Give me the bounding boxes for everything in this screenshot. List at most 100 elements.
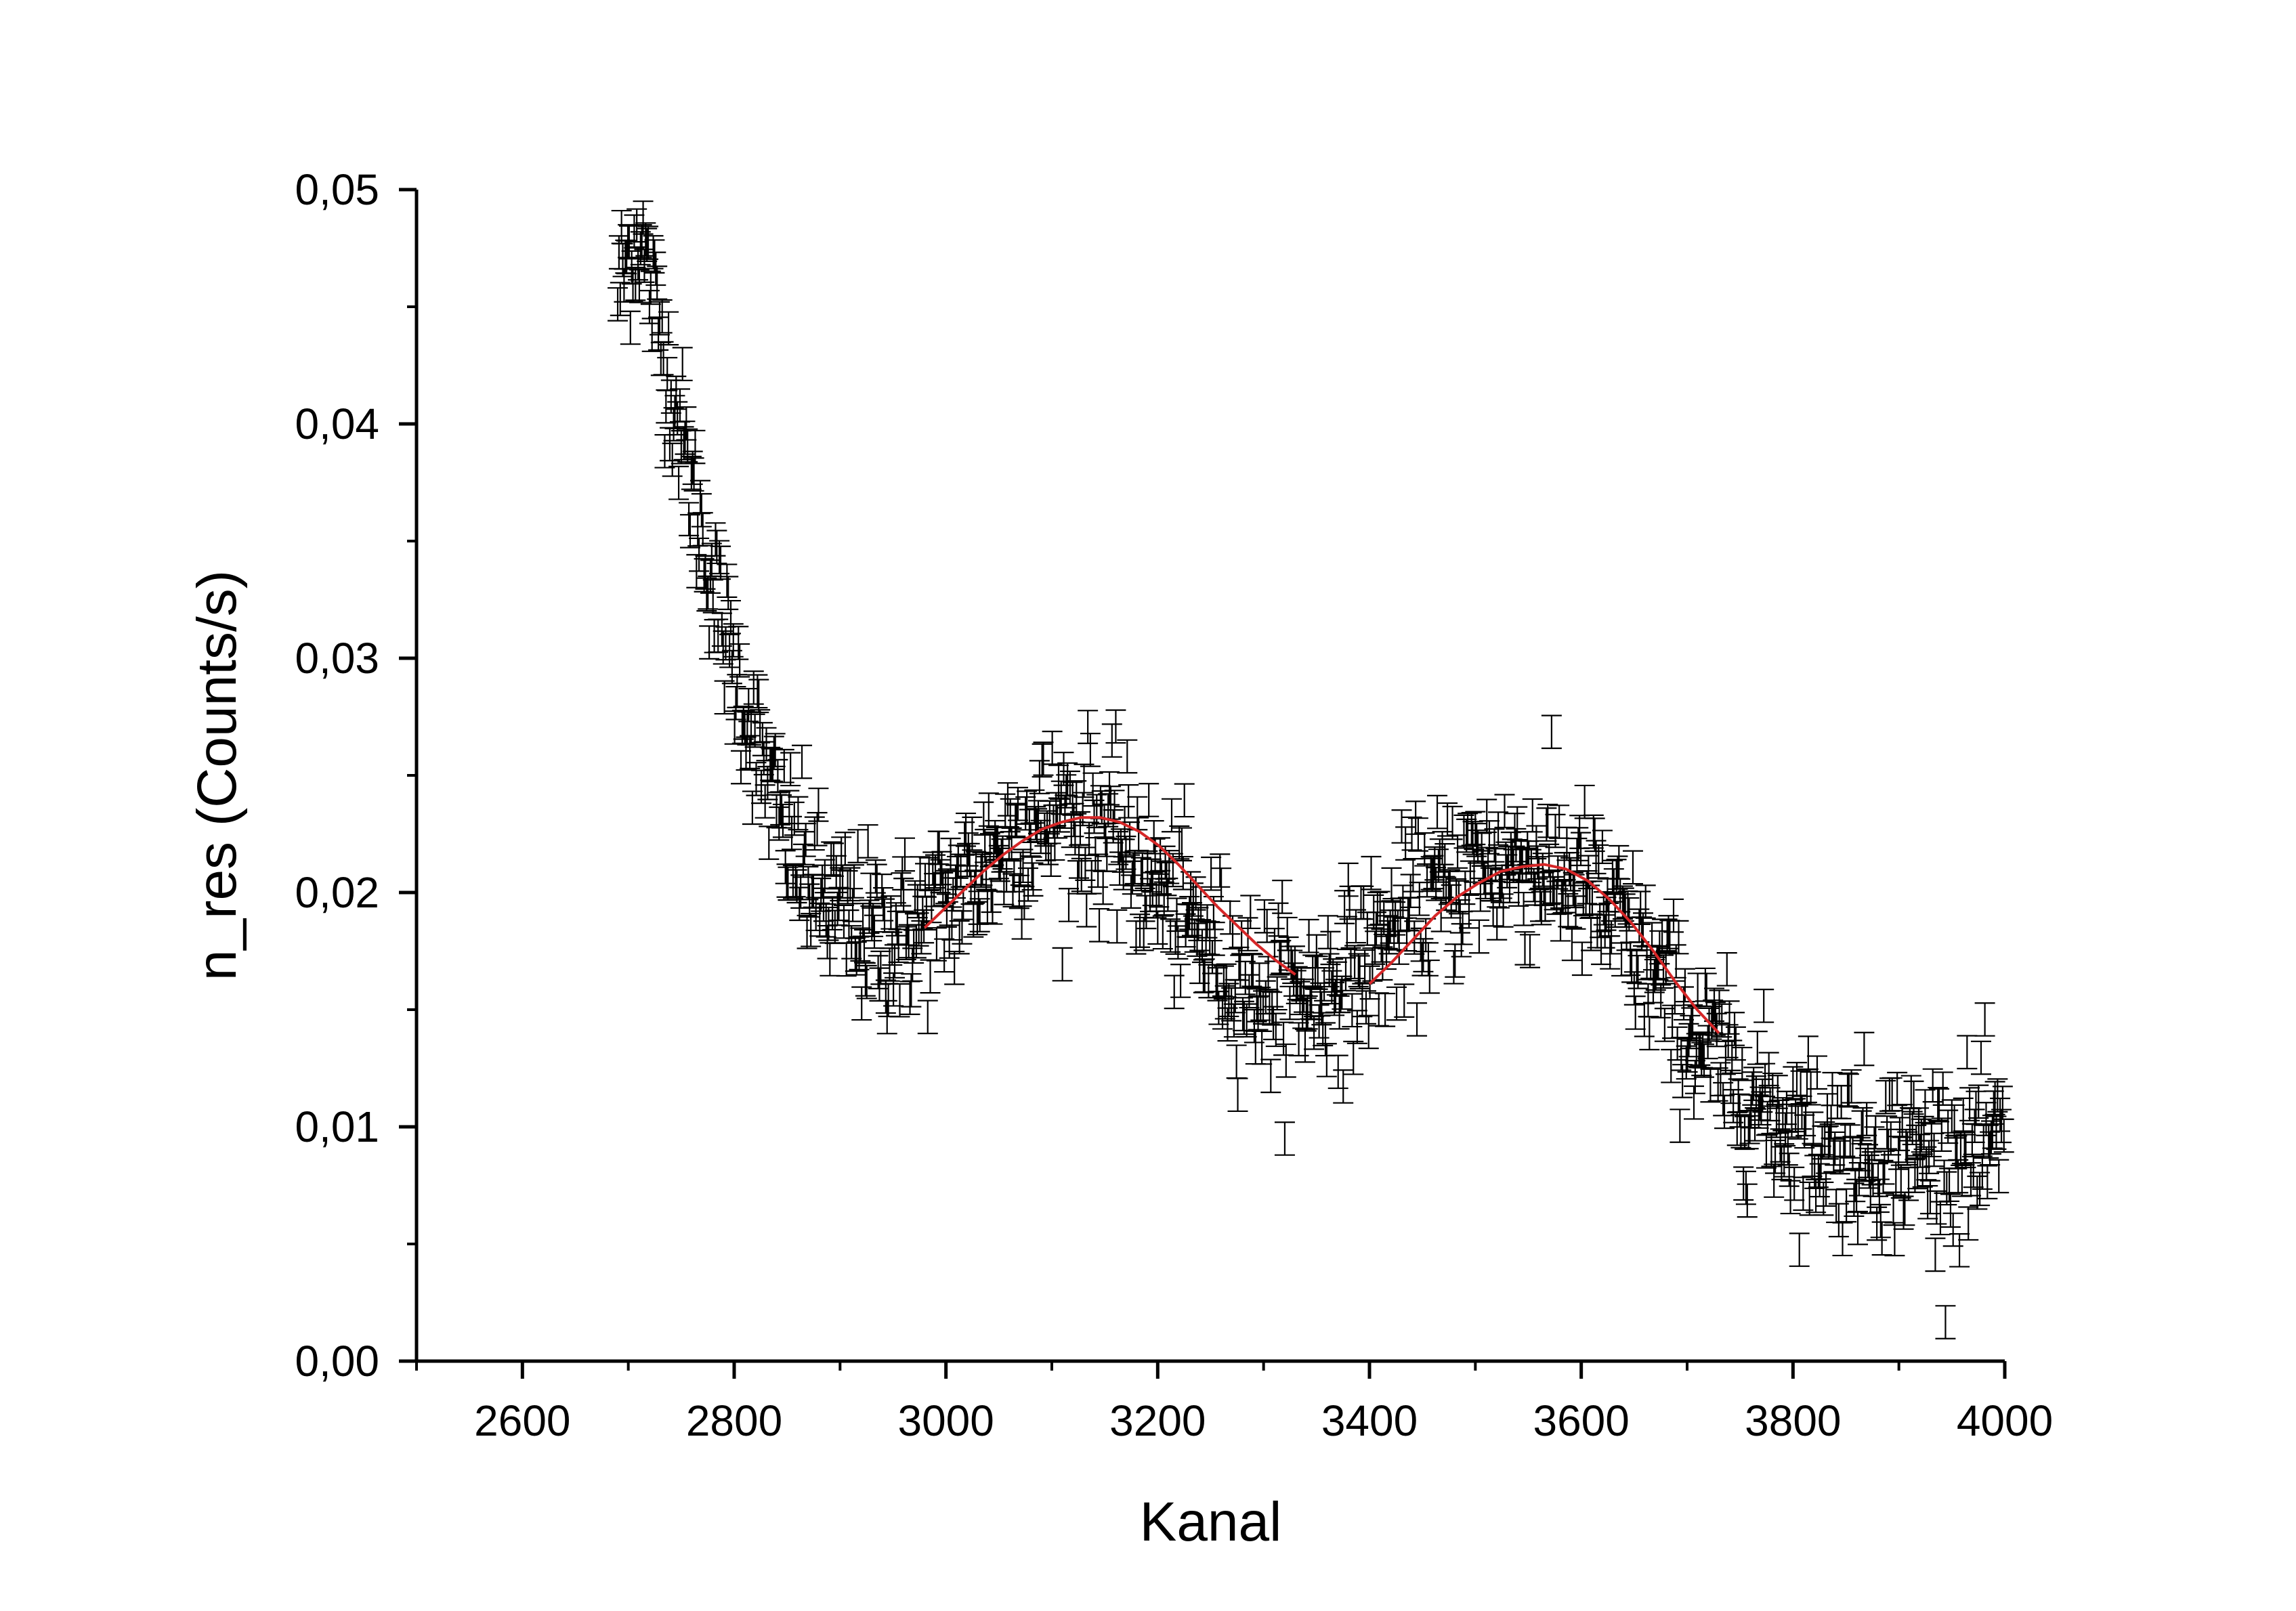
data-point: [625, 266, 646, 301]
data-point: [1835, 1123, 1856, 1157]
data-point: [728, 626, 749, 660]
data-point: [847, 829, 868, 863]
data-point: [1139, 783, 1160, 817]
data-point: [1268, 902, 1289, 937]
data-point: [1468, 919, 1489, 954]
data-point: [1838, 1073, 1859, 1108]
data-point: [1574, 784, 1595, 819]
data-point: [1622, 850, 1643, 885]
data-point: [1670, 1109, 1691, 1143]
data-point: [926, 927, 947, 962]
data-point: [845, 937, 866, 972]
data-point: [892, 856, 913, 890]
data-point: [944, 950, 965, 985]
data-point: [1871, 1221, 1892, 1256]
data-point: [1314, 967, 1335, 1002]
data-point: [1153, 881, 1174, 916]
data-point: [1858, 1154, 1879, 1189]
y-tick-label: 0,04: [295, 400, 379, 448]
y-tick-label: 0,00: [295, 1337, 379, 1386]
data-point: [792, 744, 813, 779]
data-point: [911, 920, 932, 955]
data-point: [1369, 890, 1390, 926]
data-point: [1170, 964, 1191, 998]
data-point: [1588, 844, 1609, 879]
data-point: [1635, 884, 1656, 919]
data-point: [1571, 941, 1592, 976]
data-point: [1076, 893, 1097, 928]
data-point: [887, 910, 908, 945]
y-axis-title: n_res (Counts/s): [186, 570, 248, 981]
data-point: [1260, 1058, 1281, 1094]
data-point: [1239, 974, 1260, 1009]
data-point: [1387, 909, 1408, 944]
data-point: [1410, 927, 1431, 962]
data-point: [691, 493, 712, 528]
data-point: [1409, 882, 1430, 916]
data-point: [1806, 1055, 1827, 1090]
data-point: [738, 687, 759, 723]
data-point: [1579, 884, 1600, 920]
data-point: [1265, 1012, 1286, 1048]
data-point: [1353, 885, 1374, 920]
data-point: [1323, 958, 1344, 993]
data-point: [610, 282, 631, 316]
data-point: [1642, 969, 1663, 1004]
data-point: [1520, 934, 1541, 968]
data-point: [826, 855, 847, 890]
x-axis-title: Kanal: [1140, 1491, 1282, 1553]
data-point: [1117, 739, 1138, 774]
data-point: [1870, 1203, 1891, 1239]
data-point: [645, 251, 666, 286]
fit-curves: [924, 816, 1720, 1034]
data-point: [771, 794, 792, 829]
data-point: [1967, 1175, 1988, 1210]
data-point: [1772, 1097, 1793, 1132]
data-point: [1336, 916, 1357, 951]
data-point: [612, 242, 633, 278]
data-point: [1661, 1048, 1682, 1083]
data-point: [778, 866, 799, 901]
data-point: [1080, 733, 1101, 767]
data-point: [1453, 814, 1474, 849]
data-point: [1974, 1002, 1995, 1037]
data-point: [856, 964, 877, 1000]
data-point: [1427, 794, 1448, 830]
data-point: [821, 841, 842, 876]
axes: 2600 2800 3000 3200 3400 3600 3800 4000 0,00 0,01…: [295, 165, 2053, 1445]
data-point: [1856, 1102, 1877, 1136]
data-point: [1537, 803, 1558, 838]
data-point: [1120, 874, 1141, 909]
data-point: [934, 938, 955, 973]
fit-curve-2: [1368, 863, 1720, 1034]
data-point: [769, 806, 790, 841]
data-point: [1103, 809, 1124, 844]
data-point: [717, 563, 738, 598]
data-point: [1315, 1022, 1336, 1057]
data-point: [1272, 880, 1293, 914]
data-point: [1639, 1016, 1660, 1051]
data-point: [1840, 1124, 1861, 1159]
data-point: [1968, 1084, 1989, 1119]
data-point: [1531, 890, 1552, 926]
data-point: [1893, 1195, 1914, 1230]
data-point: [1210, 853, 1231, 888]
data-point: [743, 670, 764, 705]
data-point: [1978, 1124, 1999, 1159]
data-point: [1240, 895, 1261, 930]
data-point: [1361, 855, 1382, 890]
data-point: [679, 514, 700, 549]
data-point: [1851, 1110, 1872, 1145]
data-point: [1654, 1008, 1675, 1042]
data-point: [1869, 1178, 1890, 1213]
data-point: [1089, 907, 1110, 943]
data-point: [629, 269, 650, 303]
data-point: [1011, 905, 1032, 940]
data-point: [1078, 710, 1099, 744]
data-point: [1700, 1068, 1721, 1103]
data-point: [759, 825, 780, 860]
data-point: [1241, 953, 1262, 987]
data-point: [1201, 856, 1222, 891]
data-point: [1796, 1069, 1817, 1104]
data-point: [696, 577, 717, 612]
